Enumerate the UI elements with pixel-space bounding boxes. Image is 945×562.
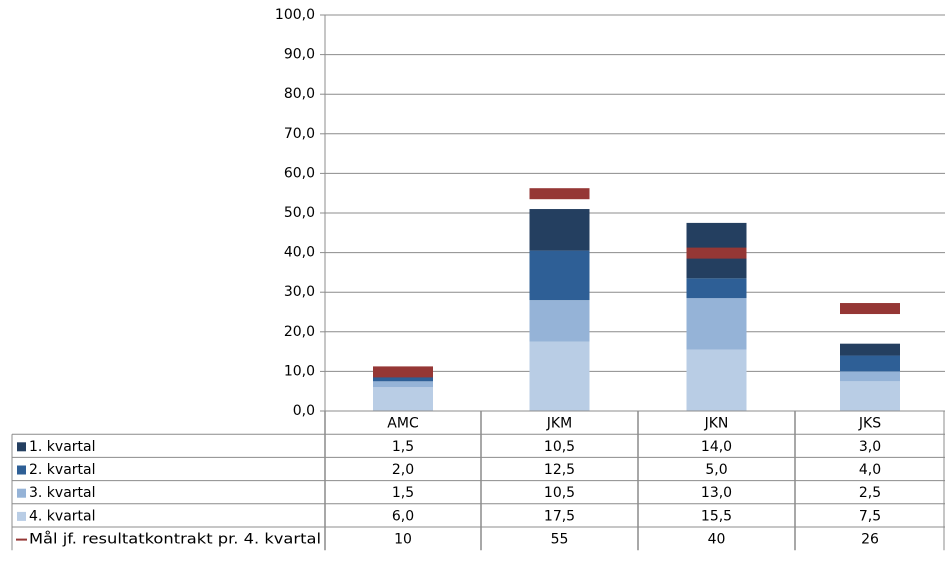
y-tick-label: 70,0 — [284, 126, 315, 142]
data-label: 55 — [551, 532, 569, 548]
data-label: 10 — [394, 532, 412, 548]
legend-swatch — [17, 511, 26, 521]
y-tick-label: 90,0 — [284, 47, 315, 63]
target-marker — [686, 247, 747, 259]
data-label: 26 — [861, 532, 879, 548]
data-label: 2,5 — [859, 485, 881, 501]
legend-swatch — [17, 465, 26, 475]
data-label: 10,5 — [544, 439, 575, 455]
data-label: 5,0 — [705, 462, 727, 478]
bar-segment — [373, 387, 433, 411]
y-tick-label: 100,0 — [275, 7, 315, 23]
y-tick-label: 60,0 — [284, 165, 315, 181]
x-tick-label: JKN — [704, 416, 729, 432]
bar-segment — [686, 278, 747, 299]
data-label: 3,0 — [859, 439, 881, 455]
bar-segment — [840, 355, 900, 372]
legend-swatch — [17, 442, 26, 452]
y-tick-label: 40,0 — [284, 245, 315, 261]
x-tick-label: JKM — [546, 416, 572, 432]
data-label: 17,5 — [544, 508, 575, 524]
x-tick-label: AMC — [387, 416, 419, 432]
data-label: 4,0 — [859, 462, 881, 478]
data-label: 7,5 — [859, 508, 881, 524]
legend-label: 3. kvartal — [29, 485, 96, 501]
legend-label: 2. kvartal — [29, 462, 96, 478]
data-label: 12,5 — [544, 462, 575, 478]
y-tick-label: 10,0 — [284, 363, 315, 379]
data-label: 40 — [708, 532, 726, 548]
bar-segment — [840, 343, 900, 356]
y-tick-label: 20,0 — [284, 324, 315, 340]
legend-label: 4. kvartal — [29, 508, 96, 524]
data-label: 13,0 — [701, 485, 732, 501]
bar-segment — [529, 209, 590, 251]
data-label: 10,5 — [544, 485, 575, 501]
data-label: 14,0 — [701, 439, 732, 455]
y-tick-label: 50,0 — [284, 205, 315, 221]
y-tick-label: 30,0 — [284, 284, 315, 300]
x-tick-label: JKS — [858, 416, 881, 432]
target-marker — [840, 303, 900, 315]
legend-swatch — [17, 488, 26, 498]
y-tick-label: 80,0 — [284, 86, 315, 102]
data-label: 1,5 — [392, 439, 414, 455]
data-label: 1,5 — [392, 485, 414, 501]
bar-segment — [840, 381, 900, 411]
y-tick-label: 0,0 — [293, 403, 315, 419]
target-marker — [529, 188, 590, 200]
legend-label: Mål jf. resultatkontrakt pr. 4. kvartal — [29, 531, 321, 548]
data-label: 2,0 — [392, 462, 414, 478]
bar-segment — [529, 341, 590, 411]
bar-segment — [686, 349, 747, 411]
bar-segment — [686, 298, 747, 350]
bar-segment — [840, 371, 900, 382]
target-marker — [373, 366, 433, 378]
legend-label: 1. kvartal — [29, 439, 96, 455]
data-label: 15,5 — [701, 508, 732, 524]
bar-segment — [373, 381, 433, 388]
bar-segment — [529, 250, 590, 301]
bar-segment — [529, 300, 590, 342]
data-label: 6,0 — [392, 508, 414, 524]
